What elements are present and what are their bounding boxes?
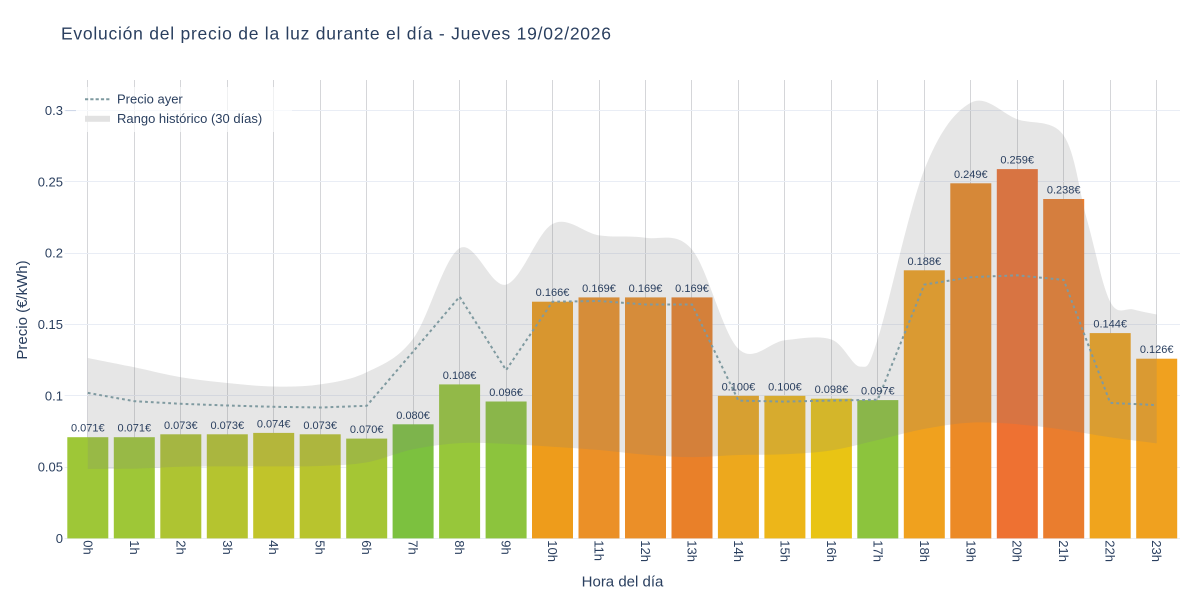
svg-text:0.097€: 0.097€ [861, 386, 895, 398]
svg-text:21h: 21h [1056, 540, 1071, 562]
svg-text:0.073€: 0.073€ [164, 420, 198, 432]
svg-text:0.098€: 0.098€ [815, 384, 849, 396]
svg-text:22h: 22h [1103, 540, 1118, 562]
svg-text:20h: 20h [1010, 540, 1025, 562]
svg-text:0.073€: 0.073€ [210, 420, 244, 432]
svg-text:Hora del día: Hora del día [582, 574, 664, 591]
svg-text:5h: 5h [313, 540, 328, 554]
svg-text:0.259€: 0.259€ [1000, 155, 1034, 167]
svg-text:Evolución del precio de la luz: Evolución del precio de la luz durante e… [61, 24, 612, 44]
svg-text:9h: 9h [499, 540, 514, 554]
svg-text:Precio (€/kWh): Precio (€/kWh) [14, 260, 31, 359]
svg-text:0h: 0h [80, 540, 95, 554]
svg-text:10h: 10h [545, 540, 560, 562]
svg-text:18h: 18h [917, 540, 932, 562]
svg-text:0.108€: 0.108€ [443, 370, 477, 382]
svg-text:0.071€: 0.071€ [117, 423, 151, 435]
svg-text:0.169€: 0.169€ [582, 283, 616, 295]
svg-text:16h: 16h [824, 540, 839, 562]
svg-text:6h: 6h [359, 540, 374, 554]
svg-text:0.3: 0.3 [45, 103, 63, 118]
svg-text:0.249€: 0.249€ [954, 169, 988, 181]
svg-text:0.144€: 0.144€ [1093, 319, 1127, 331]
svg-text:Precio ayer: Precio ayer [117, 92, 183, 107]
svg-text:0.05: 0.05 [38, 460, 63, 475]
svg-text:0.100€: 0.100€ [768, 381, 802, 393]
svg-text:0.100€: 0.100€ [722, 381, 756, 393]
svg-text:0.074€: 0.074€ [257, 418, 291, 430]
svg-text:0.169€: 0.169€ [675, 283, 709, 295]
svg-text:23h: 23h [1149, 540, 1164, 562]
svg-text:19h: 19h [963, 540, 978, 562]
svg-text:0.071€: 0.071€ [71, 423, 105, 435]
svg-text:0.15: 0.15 [38, 317, 63, 332]
svg-text:7h: 7h [406, 540, 421, 554]
svg-text:0.126€: 0.126€ [1140, 344, 1174, 356]
svg-text:12h: 12h [638, 540, 653, 562]
svg-text:4h: 4h [266, 540, 281, 554]
svg-text:13h: 13h [685, 540, 700, 562]
svg-text:0.073€: 0.073€ [303, 420, 337, 432]
svg-text:0: 0 [56, 531, 63, 546]
svg-text:11h: 11h [592, 540, 607, 561]
svg-text:0.166€: 0.166€ [536, 287, 570, 299]
svg-text:0.169€: 0.169€ [629, 283, 663, 295]
svg-text:17h: 17h [870, 540, 885, 562]
svg-text:0.080€: 0.080€ [396, 410, 430, 422]
svg-text:3h: 3h [220, 540, 235, 554]
svg-text:0.1: 0.1 [45, 388, 63, 403]
svg-text:15h: 15h [777, 540, 792, 562]
svg-text:1h: 1h [127, 540, 142, 554]
svg-text:0.070€: 0.070€ [350, 424, 384, 436]
svg-text:2h: 2h [173, 540, 188, 554]
svg-text:0.238€: 0.238€ [1047, 185, 1081, 197]
svg-text:8h: 8h [452, 540, 467, 554]
svg-text:0.2: 0.2 [45, 246, 63, 261]
svg-text:0.188€: 0.188€ [907, 256, 941, 268]
svg-text:0.25: 0.25 [38, 174, 63, 189]
svg-text:0.096€: 0.096€ [489, 387, 523, 399]
svg-text:Rango histórico (30 días): Rango histórico (30 días) [117, 111, 262, 126]
svg-text:14h: 14h [731, 540, 746, 562]
